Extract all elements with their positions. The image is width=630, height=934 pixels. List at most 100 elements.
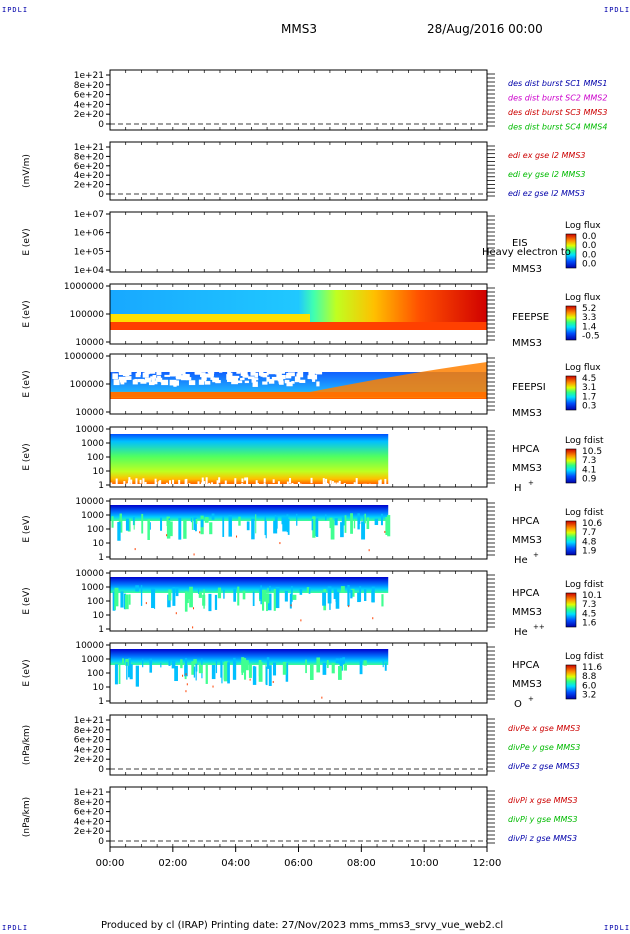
colorbar-title-p5: Log flux: [565, 363, 601, 373]
feepsi-gap: [112, 368, 117, 372]
ion-count: [260, 585, 262, 605]
hplus-gap: [121, 486, 124, 487]
ytick-label-p6: 10: [93, 467, 105, 477]
xtick-label: 06:00: [284, 858, 313, 869]
footer-text: Produced by cl (IRAP) Printing date: 27/…: [101, 920, 504, 931]
ion-sparse: [182, 674, 184, 677]
ion-count: [289, 593, 292, 609]
ion-count: [227, 662, 230, 684]
feepsi-gap: [316, 381, 320, 387]
ion-count: [359, 660, 363, 675]
feepsi-gap: [208, 372, 214, 378]
xtick-label: 12:00: [473, 858, 502, 869]
feepsi-gap: [198, 379, 205, 385]
hplus-gap: [181, 484, 184, 487]
ion-count: [220, 659, 222, 678]
feepsi-arc: [300, 362, 487, 394]
ion-count: [339, 658, 343, 671]
feepsi-gap: [227, 368, 231, 375]
ion-count: [184, 591, 188, 612]
ion-count: [381, 594, 384, 607]
hplus-gap: [188, 484, 191, 487]
feepsi-gap: [151, 377, 155, 383]
feepsi-gap: [144, 377, 152, 381]
ion-count: [273, 589, 276, 611]
feepsi-gap: [237, 369, 244, 373]
feepsi-gap: [313, 368, 321, 372]
hplus-gap: [238, 485, 241, 487]
ion-count: [251, 518, 255, 540]
ion-count: [340, 522, 344, 538]
hplus-gap: [128, 477, 131, 483]
ion-count: [128, 594, 131, 605]
hplus-gap: [383, 485, 386, 487]
feepsi-gap: [145, 379, 151, 383]
ytick-label-p7: 100: [87, 525, 104, 535]
ion-count: [330, 520, 335, 540]
hplus-gap: [291, 482, 294, 487]
ion-sparse: [348, 605, 350, 608]
hplus-gap: [172, 479, 175, 487]
ion-count: [258, 660, 262, 677]
panel-label-p4: MMS3: [512, 338, 542, 349]
ion-count: [187, 592, 192, 599]
ion-count: [309, 664, 314, 680]
ylabel-p11: (nPa/km): [22, 797, 32, 837]
feepsi-gap: [124, 368, 132, 372]
colorbar-p3: [565, 233, 577, 269]
hplus-gap: [130, 479, 133, 485]
legend-entry-p2: edi ez gse l2 MMS3: [508, 189, 585, 198]
ion-count: [329, 590, 331, 610]
ion-count: [168, 660, 171, 666]
spectrogram-p8: [110, 577, 389, 629]
ion-count: [160, 662, 162, 668]
ytick-label-p2: 6e+20: [74, 162, 105, 172]
colorbar-title-p3: Log flux: [565, 221, 601, 231]
feepsi-gap: [210, 371, 215, 374]
colorbar-tick-p5: 0.3: [582, 402, 596, 412]
ion-sparse: [300, 619, 302, 622]
ion-count: [175, 587, 179, 597]
ion-sparse: [212, 685, 214, 688]
ion-count: [200, 519, 204, 528]
ion-count: [135, 665, 139, 687]
ytick-label-p3: 1e+06: [74, 229, 105, 239]
colorbar-tick-p6: 0.9: [582, 475, 597, 485]
hplus-gap: [343, 483, 346, 487]
feepsi-gap: [252, 381, 258, 387]
ytick-label-p10: 0: [98, 765, 104, 775]
hplus-gap: [210, 482, 213, 487]
hplus-gap: [335, 483, 338, 487]
hplus-gap: [363, 483, 366, 487]
ytick-label-p4: 10000: [75, 338, 104, 348]
ion-count: [118, 664, 121, 685]
ion-count: [167, 594, 171, 608]
ion-sparse: [192, 626, 194, 629]
ion-count: [342, 657, 346, 665]
ion-count: [275, 516, 278, 529]
ytick-label-p5: 10000: [75, 408, 104, 418]
species-label-p9: O: [514, 699, 522, 710]
panel-label-p5: MMS3: [512, 408, 542, 419]
hplus-gap: [365, 483, 368, 487]
ion-count: [197, 589, 200, 594]
spectrogram-p9: [110, 649, 389, 699]
ion-count: [284, 590, 288, 602]
ion-count: [174, 665, 178, 682]
xtick-label: 10:00: [410, 858, 439, 869]
ion-count: [114, 664, 118, 685]
hplus-gap: [139, 479, 142, 484]
ytick-label-p8: 1000: [81, 583, 104, 593]
hplus-gap: [135, 478, 138, 486]
ytick-label-p11: 6e+20: [74, 808, 105, 818]
spectrogram-p6: [110, 434, 389, 487]
ion-count: [193, 666, 196, 678]
header-datetime: 28/Aug/2016 00:00: [427, 22, 543, 36]
feepsi-gap: [231, 379, 238, 385]
ion-count: [382, 659, 384, 668]
legend-entry-p1: des dist burst SC1 MMS1: [508, 79, 607, 88]
ion-count: [187, 594, 189, 604]
ion-count: [124, 594, 129, 610]
ytick-label-p3: 1e+07: [74, 210, 104, 220]
